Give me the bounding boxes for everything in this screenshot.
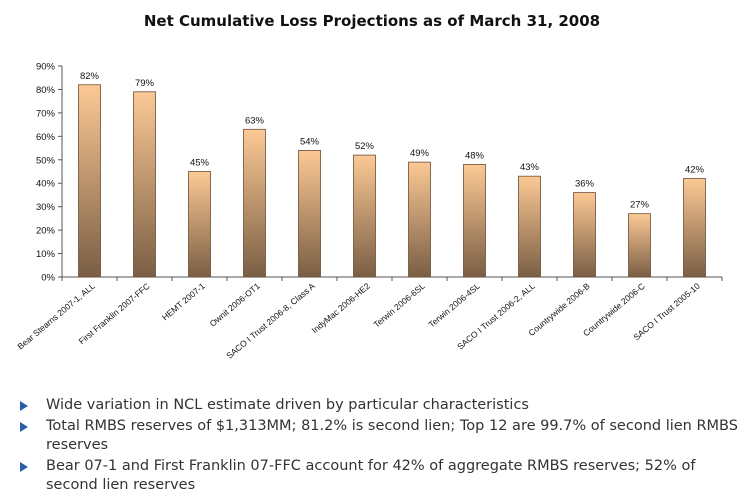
y-tick-label: 40%: [36, 179, 56, 190]
data-label: 52%: [355, 141, 375, 152]
bar: [573, 192, 596, 278]
y-tick-label: 90%: [36, 62, 56, 73]
triangle-right-icon: [20, 462, 28, 472]
category-label: Terwin 2006-6SL: [371, 281, 427, 330]
data-label: 63%: [245, 115, 265, 126]
y-tick-label: 10%: [36, 249, 56, 260]
bar: [518, 175, 541, 278]
y-tick-label: 30%: [36, 202, 56, 213]
category-label: Terwin 2006-4SL: [426, 281, 482, 330]
chart-title: Net Cumulative Loss Projections as of Ma…: [143, 12, 601, 30]
bullet-text: Bear 07-1 and First Franklin 07-FFC acco…: [46, 458, 696, 493]
bullet-text: Wide variation in NCL estimate driven by…: [46, 397, 529, 413]
bar: [243, 128, 266, 278]
chart-axes: 0% 10% 20% 30% 40% 50% 60% 70% 80% 90%: [36, 62, 723, 284]
y-tick-label: 70%: [36, 108, 56, 119]
bar: [683, 178, 706, 278]
category-label: Ownit 2006-OT1: [208, 281, 262, 329]
bar: [298, 149, 321, 278]
data-label: 54%: [300, 136, 320, 147]
triangle-right-icon: [20, 422, 28, 432]
bar: [628, 213, 651, 278]
y-tick-label: 20%: [36, 226, 56, 237]
category-label: SACO I Trust 2006-8, Class A: [224, 281, 317, 361]
category-label: IndyMac 2006-HE2: [310, 281, 372, 336]
bar: [408, 161, 431, 278]
bar: [463, 164, 486, 278]
bullet-item: Wide variation in NCL estimate driven by…: [20, 396, 744, 415]
data-label: 82%: [80, 71, 100, 82]
bar: [133, 91, 156, 278]
y-tick-label: 50%: [36, 155, 56, 166]
y-tick-label: 0%: [41, 273, 55, 284]
category-label: HEMT 2007-1: [160, 281, 207, 323]
data-label: 36%: [575, 179, 595, 190]
data-label: 45%: [190, 158, 210, 169]
data-label: 49%: [410, 148, 430, 159]
triangle-right-icon: [20, 401, 28, 411]
data-label: 43%: [520, 162, 540, 173]
bar-chart: 0%10%20%30%40%50%60%70%80%90% 82%Bear St…: [15, 62, 723, 361]
bullet-list: Wide variation in NCL estimate driven by…: [20, 396, 744, 497]
chart-bars: [78, 84, 706, 278]
data-label: 79%: [135, 78, 155, 89]
bar: [78, 84, 101, 278]
bar: [353, 154, 376, 278]
bullet-text: Total RMBS reserves of $1,313MM; 81.2% i…: [46, 418, 738, 453]
bullet-item: Bear 07-1 and First Franklin 07-FFC acco…: [20, 457, 744, 495]
data-label: 48%: [465, 150, 485, 161]
data-label: 42%: [685, 165, 705, 176]
y-tick-label: 80%: [36, 85, 56, 96]
bar: [188, 171, 211, 278]
y-tick-label: 60%: [36, 132, 56, 143]
data-label: 27%: [630, 200, 650, 211]
bullet-item: Total RMBS reserves of $1,313MM; 81.2% i…: [20, 417, 744, 455]
